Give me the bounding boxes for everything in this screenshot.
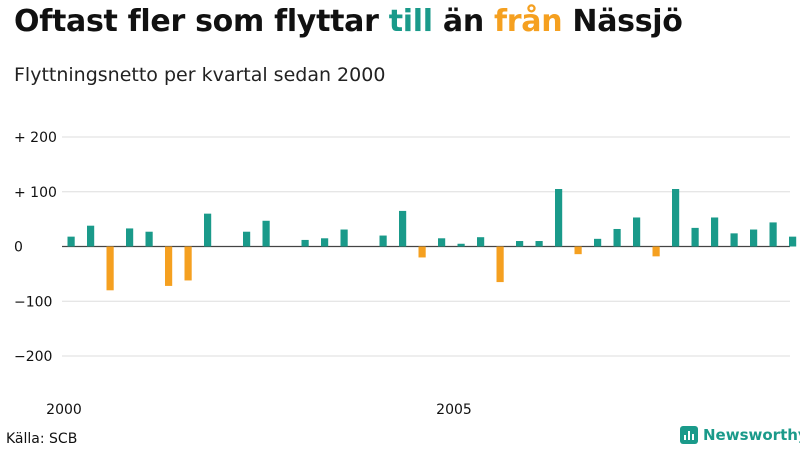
bar — [535, 241, 543, 247]
bar — [106, 246, 114, 291]
bar — [652, 246, 660, 257]
bar — [633, 217, 641, 247]
bar — [711, 217, 719, 247]
title-negative-word: från — [494, 4, 563, 39]
bar — [496, 246, 504, 283]
y-tick-label: −200 — [14, 349, 52, 365]
newsworthy-logo-icon — [680, 426, 698, 444]
y-tick-label: 0 — [14, 240, 23, 256]
bar — [379, 235, 387, 247]
bar — [516, 241, 524, 247]
bar — [769, 222, 777, 247]
y-axis-labels: −200 −100 0 + 100 + 200 — [14, 130, 57, 365]
title-suffix: Nässjö — [562, 4, 683, 39]
bar — [145, 231, 153, 247]
bar — [184, 246, 192, 281]
bar — [301, 239, 309, 247]
bar — [67, 236, 75, 247]
x-tick-label: 2005 — [436, 402, 472, 418]
page-title: Oftast fler som flyttar till än från Näs… — [14, 4, 683, 39]
bar — [165, 246, 173, 286]
bar — [613, 228, 621, 247]
bar — [321, 238, 329, 247]
bar — [204, 213, 212, 247]
bars — [67, 189, 797, 291]
bar — [418, 246, 426, 258]
bar — [672, 189, 680, 247]
bar — [457, 243, 465, 247]
y-tick-label: −100 — [14, 294, 52, 310]
bar — [399, 210, 407, 247]
bar — [574, 246, 582, 255]
chart-subtitle: Flyttningsnetto per kvartal sedan 2000 — [14, 64, 386, 86]
bar — [126, 228, 134, 247]
brand-logo: Newsworthy — [680, 426, 800, 444]
bar — [730, 233, 738, 247]
y-tick-label: + 100 — [14, 185, 57, 201]
y-tick-label: + 200 — [14, 130, 57, 146]
bar — [340, 229, 348, 247]
x-axis-labels: 20002005201020152020 — [46, 402, 472, 418]
title-middle: än — [432, 4, 495, 39]
bar — [789, 236, 797, 247]
bar — [594, 238, 602, 247]
title-prefix: Oftast fler som flyttar — [14, 4, 389, 39]
bar — [262, 220, 270, 247]
source-note: Källa: SCB — [6, 431, 78, 447]
bar — [438, 238, 446, 247]
bar — [243, 231, 251, 247]
title-positive-word: till — [388, 4, 433, 39]
bar — [87, 225, 95, 247]
bar — [750, 229, 758, 247]
bar — [555, 189, 563, 247]
brand-name: Newsworthy — [703, 426, 800, 444]
bar — [691, 227, 699, 247]
bar — [477, 237, 485, 247]
gridlines — [62, 136, 790, 357]
x-tick-label: 2000 — [46, 402, 82, 418]
